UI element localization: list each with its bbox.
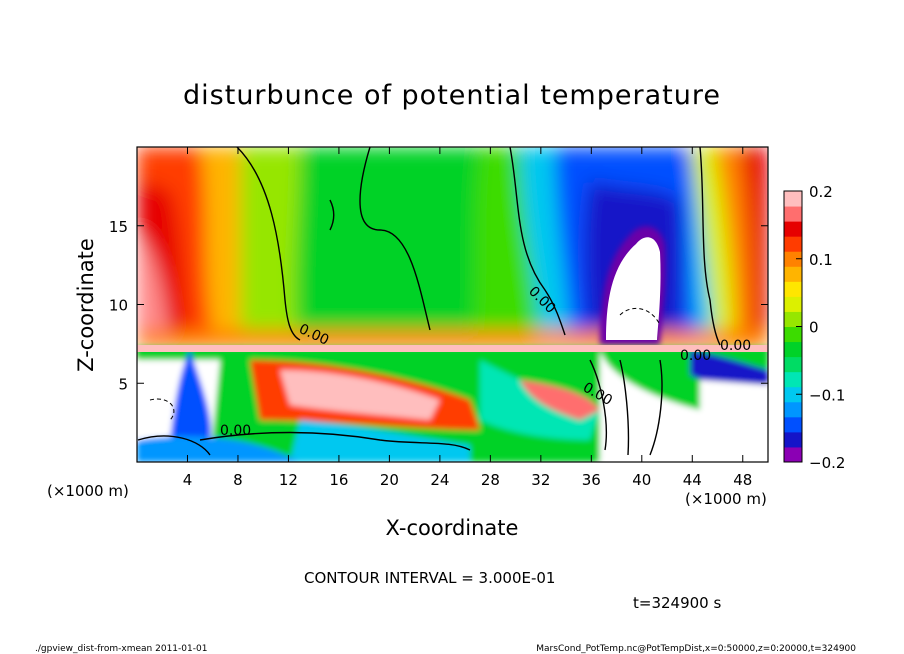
x-tick-label: 28: [481, 471, 500, 489]
colorbar-tick-label: −0.1: [809, 386, 845, 404]
colorbar-ticks: 0.2 0.1 0 −0.1 −0.2: [796, 183, 845, 472]
time-label: t=324900 s: [633, 594, 721, 612]
y-tick-label: 10: [109, 297, 128, 315]
contour-label: 0.00: [220, 423, 251, 439]
colorbar-swatch: [784, 236, 802, 252]
contour-label: 0.00: [680, 348, 711, 364]
y-axis-title: Z-coordinate: [74, 238, 98, 372]
colorbar-swatch: [784, 311, 802, 327]
colorbar-swatch: [784, 386, 802, 403]
heatmap-field: [137, 147, 768, 462]
y-tick-label: 5: [118, 375, 128, 393]
x-tick-label: 12: [279, 471, 298, 489]
x-tick-label: 36: [582, 471, 601, 489]
x-tick-label: 24: [430, 471, 449, 489]
colorbar-swatch: [784, 431, 802, 448]
x-tick-label: 4: [183, 471, 193, 489]
contour-label: 0.00: [720, 338, 751, 354]
x-unit-right: (×1000 m): [685, 490, 767, 508]
colorbar-swatch: [784, 416, 802, 433]
x-tick-label: 48: [733, 471, 752, 489]
colorbar-swatch: [784, 341, 802, 358]
colorbar: [784, 191, 802, 463]
x-tick-label: 8: [233, 471, 243, 489]
x-tick-label: 16: [329, 471, 348, 489]
colorbar-swatch: [784, 191, 802, 207]
colorbar-tick-label: 0: [809, 319, 819, 337]
contour-lines: [137, 147, 721, 456]
footer-right: MarsCond_PotTemp.nc@PotTempDist,x=0:5000…: [536, 644, 856, 654]
colorbar-swatch: [784, 371, 802, 388]
chart-title: disturbunce of potential temperature: [183, 80, 721, 111]
x-axis: 4 8 12 16 20 24 28 32 36 40 44 48: [183, 147, 752, 489]
negative-contours: [149, 307, 661, 421]
x-tick-label: 44: [683, 471, 702, 489]
colorbar-swatch: [784, 296, 802, 312]
x-tick-label: 40: [632, 471, 651, 489]
colorbar-swatch: [784, 326, 802, 343]
contour-interval: CONTOUR INTERVAL = 3.000E-01: [304, 569, 555, 587]
y-tick-label: 15: [109, 218, 128, 236]
colorbar-swatch: [784, 281, 802, 297]
colorbar-tick-label: 0.1: [809, 251, 833, 269]
x-tick-label: 32: [531, 471, 550, 489]
colorbar-swatch: [784, 401, 802, 418]
colorbar-tick-label: −0.2: [809, 454, 845, 472]
y-axis: 5 10 15: [109, 218, 768, 393]
x-unit-left: (×1000 m): [47, 482, 129, 500]
colorbar-swatch: [784, 446, 802, 463]
x-tick-label: 20: [380, 471, 399, 489]
footer-left: ./gpview_dist-from-xmean 2011-01-01: [35, 644, 207, 654]
colorbar-swatch: [784, 356, 802, 373]
colorbar-swatch: [784, 206, 802, 222]
colorbar-swatch: [784, 266, 802, 282]
colorbar-swatch: [784, 221, 802, 237]
colorbar-swatch: [784, 251, 802, 267]
x-axis-title: X-coordinate: [386, 516, 519, 540]
colorbar-tick-label: 0.2: [809, 183, 833, 201]
